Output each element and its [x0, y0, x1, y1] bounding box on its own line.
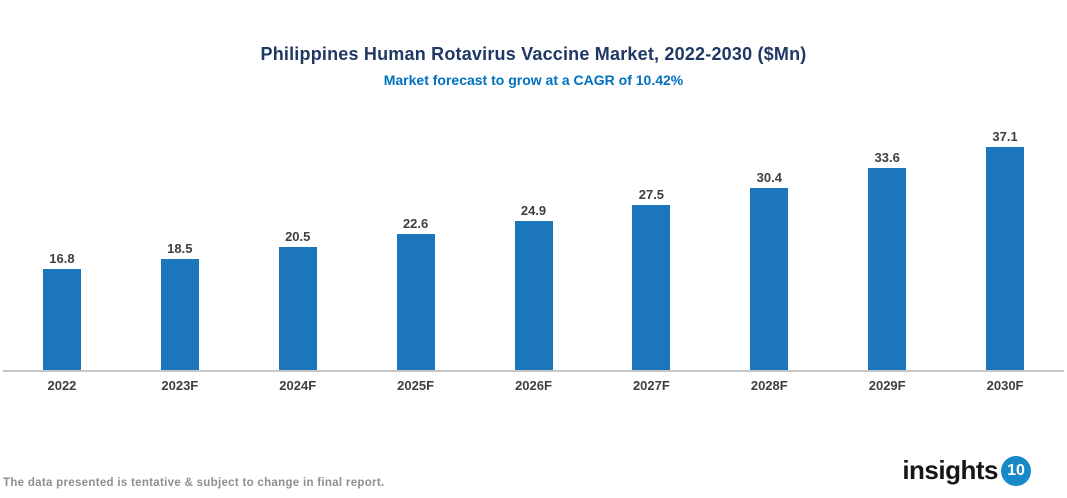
- x-axis-tick-label: 2025F: [397, 378, 435, 393]
- bar-value-label: 22.6: [402, 216, 429, 232]
- chart-subtitle: Market forecast to grow at a CAGR of 10.…: [383, 72, 684, 88]
- bar-group: 20.5: [239, 229, 357, 370]
- x-axis-labels: 2022 2023F 2024F 2025F 2026F 2027F 2028F 2029F 2…: [3, 378, 1064, 393]
- bar-group: 24.9: [475, 203, 593, 370]
- bar-group: 22.6: [357, 216, 475, 370]
- bar: [396, 234, 435, 370]
- bar-value-label: 18.5: [167, 241, 193, 256]
- bar-chart: 16.8 18.5 20.5 22.6 24.9 27.5 30.4 33.6 37.1: [3, 129, 1064, 372]
- x-axis-tick-label: 2028F: [750, 378, 788, 393]
- x-axis-tick-label: 2022: [47, 378, 77, 393]
- chart-title: Philippines Human Rotavirus Vaccine Mark…: [260, 44, 807, 64]
- insights10-logo: insights 10: [902, 455, 1031, 486]
- x-axis-tick-label: 2029F: [868, 378, 906, 393]
- bar-group: 33.6: [828, 150, 946, 370]
- bar: [868, 168, 907, 370]
- bar: [160, 259, 199, 370]
- bar-group: 37.1: [946, 129, 1064, 370]
- bar-group: 18.5: [121, 241, 239, 370]
- x-axis-tick-label: 2030F: [986, 378, 1024, 393]
- bar-value-label: 27.5: [638, 187, 665, 202]
- logo-text: insights: [902, 455, 998, 485]
- bar-value-label: 33.6: [874, 150, 900, 166]
- bar: [986, 147, 1025, 370]
- bar: [514, 220, 553, 370]
- bar: [278, 247, 317, 370]
- bar-value-label: 16.8: [49, 251, 75, 267]
- bar: [42, 269, 81, 370]
- bar-group: 16.8: [3, 251, 121, 370]
- bar-group: 30.4: [710, 170, 828, 370]
- x-axis-tick-label: 2023F: [161, 378, 199, 393]
- bar-group: 27.5: [592, 187, 710, 370]
- chart-page: Philippines Human Rotavirus Vaccine Mark…: [0, 44, 1067, 489]
- bar-value-label: 37.1: [992, 129, 1018, 145]
- logo-badge-10: 10: [1001, 455, 1031, 486]
- x-axis-tick-label: 2024F: [279, 378, 317, 393]
- bar: [632, 205, 671, 370]
- bar-value-label: 30.4: [756, 169, 782, 185]
- footnote: The data presented is tentative & subjec…: [3, 477, 385, 489]
- bar: [750, 187, 789, 370]
- x-axis-tick-label: 2026F: [515, 378, 552, 393]
- bar-value-label: 24.9: [520, 202, 547, 218]
- x-axis-tick-label: 2027F: [632, 378, 670, 393]
- bar-value-label: 20.5: [285, 229, 311, 244]
